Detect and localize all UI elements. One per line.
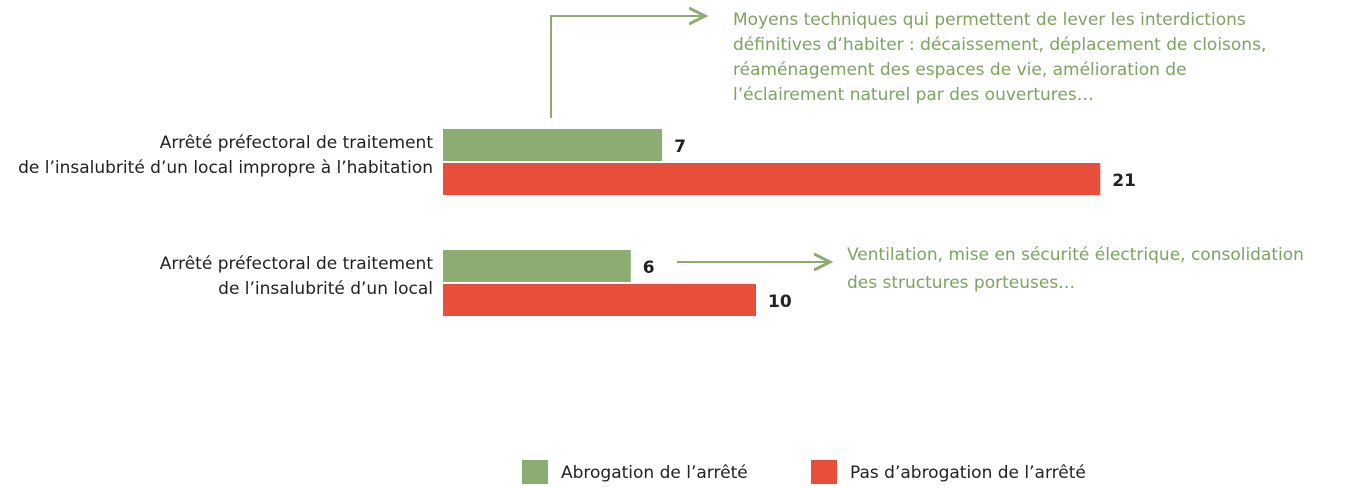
value-label: 10 <box>768 292 792 312</box>
legend-label: Pas d’abrogation de l’arrêté <box>850 463 1086 483</box>
bar <box>443 163 1101 195</box>
annotation: réaménagement des espaces de vie, amélio… <box>733 60 1187 80</box>
category-label: Arrêté préfectoral de traitement <box>160 254 434 274</box>
annotation: Moyens techniques qui permettent de leve… <box>733 10 1246 30</box>
category-label: de l’insalubrité d’un local <box>218 279 433 299</box>
legend-swatch <box>522 460 548 484</box>
bar <box>443 129 663 161</box>
category-label: de l’insalubrité d’un local impropre à l… <box>18 158 433 178</box>
value-label: 21 <box>1112 171 1136 191</box>
value-label: 7 <box>674 137 686 157</box>
category-label: Arrêté préfectoral de traitement <box>160 133 434 153</box>
annotation: définitives d’habiter : décaissement, dé… <box>733 35 1266 55</box>
annotation: des structures porteuses… <box>847 273 1075 293</box>
annotation-arrow <box>550 16 705 118</box>
bar <box>443 284 756 316</box>
annotation: l’éclairement naturel par des ouvertures… <box>733 85 1094 105</box>
bar <box>443 250 631 282</box>
annotation: Ventilation, mise en sécurité électrique… <box>847 245 1304 265</box>
value-label: 6 <box>643 258 655 278</box>
legend-label: Abrogation de l’arrêté <box>561 463 748 483</box>
legend-swatch <box>811 460 837 484</box>
